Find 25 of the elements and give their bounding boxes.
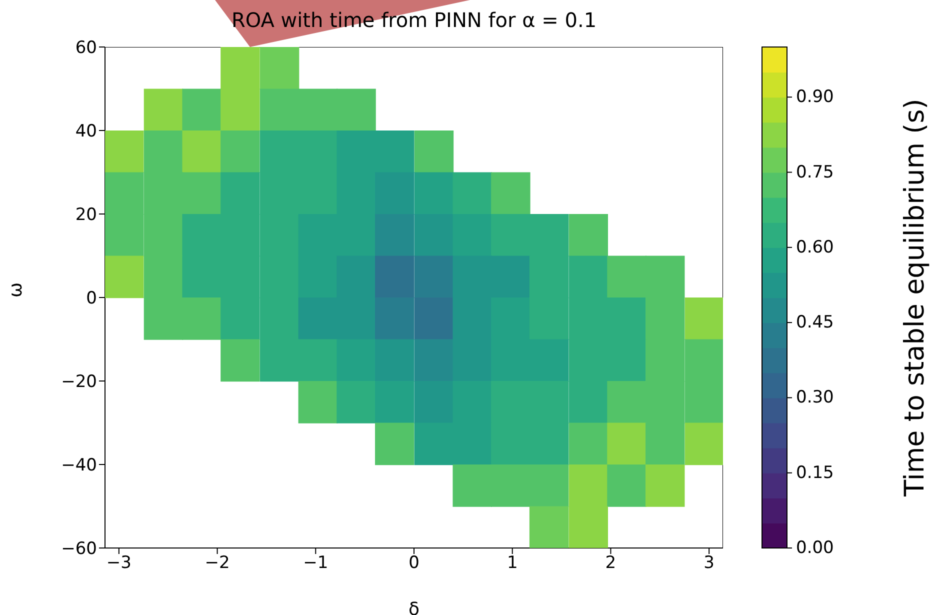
x-tick-label: 0 <box>408 553 420 574</box>
y-tick-label: −20 <box>61 372 97 392</box>
x-tick-label: −2 <box>204 553 230 574</box>
y-tick-label: −40 <box>61 456 97 476</box>
y-tick-label: 20 <box>75 205 97 226</box>
y-tick-label: 0 <box>86 288 97 309</box>
y-tick-label: 60 <box>75 38 97 58</box>
chart-title: ROA with time from PINN for α = 0.1 <box>230 8 598 32</box>
color-bar-label: 0.75 <box>796 162 834 182</box>
x-tick-label: 3 <box>704 553 714 574</box>
y-tick-label: −60 <box>61 539 97 560</box>
color-bar-label: 0.90 <box>796 87 834 108</box>
x-tick-label: 1 <box>506 553 518 574</box>
y-axis-title: ω <box>5 282 26 298</box>
color-bar-label: 0.15 <box>796 462 834 483</box>
x-tick-label: −1 <box>303 553 328 574</box>
color-bar-label: 0.00 <box>796 538 834 558</box>
x-tick-label: −3 <box>106 553 132 574</box>
x-axis-title: δ <box>408 599 420 615</box>
color-bar-label: 0.30 <box>796 388 834 408</box>
y-tick-label: 40 <box>75 122 97 142</box>
color-bar-label: 0.60 <box>796 237 834 258</box>
x-tick-label: 2 <box>605 553 616 574</box>
color-bar-label: 0.45 <box>796 312 834 333</box>
color-bar-title: Time to stable equilibrium (s) <box>900 98 930 498</box>
